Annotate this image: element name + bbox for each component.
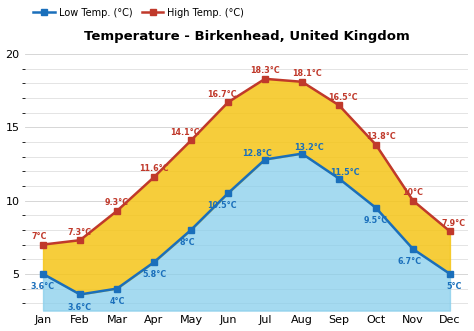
Text: 6.7°C: 6.7°C bbox=[397, 257, 421, 266]
Text: 13.8°C: 13.8°C bbox=[366, 132, 396, 141]
Text: 3.6°C: 3.6°C bbox=[68, 303, 92, 311]
High Temp. (°C) bbox=[77, 238, 83, 242]
Text: 16.7°C: 16.7°C bbox=[208, 90, 237, 99]
Low Temp. (°C) bbox=[299, 152, 305, 156]
Text: 5.8°C: 5.8°C bbox=[142, 270, 166, 279]
High Temp. (°C) bbox=[188, 138, 194, 142]
Text: 9.3°C: 9.3°C bbox=[105, 198, 129, 207]
Low Temp. (°C) bbox=[114, 287, 120, 291]
High Temp. (°C) bbox=[373, 143, 379, 147]
Line: Low Temp. (°C): Low Temp. (°C) bbox=[40, 151, 453, 297]
Text: 11.6°C: 11.6°C bbox=[139, 165, 169, 173]
Low Temp. (°C) bbox=[188, 228, 194, 232]
Text: 18.1°C: 18.1°C bbox=[292, 69, 322, 78]
Text: 4°C: 4°C bbox=[109, 297, 125, 306]
Text: 7.9°C: 7.9°C bbox=[442, 219, 466, 228]
Low Temp. (°C) bbox=[410, 247, 416, 251]
Low Temp. (°C) bbox=[225, 191, 231, 195]
Text: 7°C: 7°C bbox=[32, 232, 47, 241]
Low Temp. (°C) bbox=[447, 272, 453, 276]
Low Temp. (°C) bbox=[40, 272, 46, 276]
Text: 14.1°C: 14.1°C bbox=[171, 128, 201, 137]
Low Temp. (°C) bbox=[336, 177, 342, 181]
High Temp. (°C) bbox=[262, 77, 268, 81]
Text: 18.3°C: 18.3°C bbox=[250, 66, 280, 75]
High Temp. (°C) bbox=[336, 103, 342, 107]
Text: 16.5°C: 16.5°C bbox=[328, 93, 357, 102]
Text: 7.3°C: 7.3°C bbox=[68, 227, 92, 237]
Text: 10°C: 10°C bbox=[402, 188, 423, 197]
High Temp. (°C) bbox=[114, 209, 120, 213]
Low Temp. (°C) bbox=[373, 206, 379, 210]
Text: 11.5°C: 11.5°C bbox=[330, 168, 359, 177]
Text: 3.6°C: 3.6°C bbox=[31, 282, 55, 291]
Line: High Temp. (°C): High Temp. (°C) bbox=[40, 76, 453, 247]
Low Temp. (°C) bbox=[151, 260, 157, 264]
Text: 10.5°C: 10.5°C bbox=[208, 201, 237, 210]
High Temp. (°C) bbox=[225, 100, 231, 104]
Legend: Low Temp. (°C), High Temp. (°C): Low Temp. (°C), High Temp. (°C) bbox=[29, 4, 248, 22]
Text: 13.2°C: 13.2°C bbox=[294, 143, 324, 152]
High Temp. (°C) bbox=[40, 243, 46, 247]
Text: 12.8°C: 12.8°C bbox=[243, 149, 273, 158]
Title: Temperature - Birkenhead, United Kingdom: Temperature - Birkenhead, United Kingdom bbox=[83, 30, 410, 43]
High Temp. (°C) bbox=[151, 175, 157, 179]
Low Temp. (°C) bbox=[262, 158, 268, 162]
Low Temp. (°C) bbox=[77, 293, 83, 297]
High Temp. (°C) bbox=[410, 199, 416, 203]
Text: 9.5°C: 9.5°C bbox=[364, 216, 388, 225]
High Temp. (°C) bbox=[299, 80, 305, 84]
Text: 8°C: 8°C bbox=[180, 238, 195, 247]
High Temp. (°C) bbox=[447, 229, 453, 233]
Text: 5°C: 5°C bbox=[446, 282, 461, 291]
